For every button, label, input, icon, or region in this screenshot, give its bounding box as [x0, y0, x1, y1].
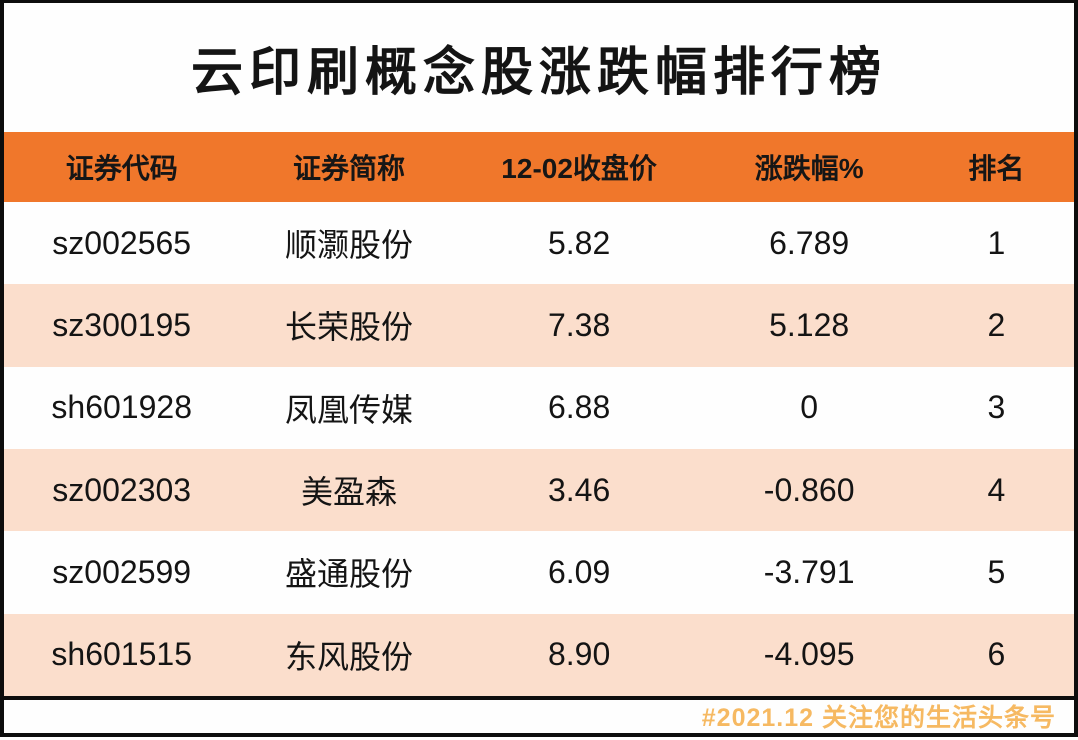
- cell-code: sz002599: [52, 553, 192, 590]
- cell-name: 凤凰传媒: [285, 391, 414, 428]
- cell-code: sz002303: [52, 471, 192, 508]
- cell-change: 0: [800, 389, 819, 426]
- cell-change: 5.128: [769, 306, 850, 343]
- footer-strip: #2021.12 关注您的生活头条号: [4, 695, 1074, 733]
- cell-rank: 3: [987, 389, 1006, 426]
- cell-close: 5.82: [547, 224, 611, 261]
- cell-close: 8.90: [547, 636, 611, 673]
- cell-rank: 2: [987, 306, 1006, 343]
- cell-rank: 4: [987, 471, 1006, 508]
- cell-code: sz300195: [52, 306, 192, 343]
- cell-name: 顺灏股份: [285, 227, 414, 264]
- cell-close: 6.88: [547, 389, 611, 426]
- cell-change: -3.791: [763, 553, 855, 590]
- page-title: 云印刷概念股涨跌幅排行榜: [190, 44, 887, 102]
- cell-code: sz002565: [52, 224, 192, 261]
- cell-change: 6.789: [769, 224, 850, 261]
- cell-close: 3.46: [547, 471, 611, 508]
- table-row: sh601928 凤凰传媒 6.88 0 3: [4, 366, 1074, 449]
- title-area: 云印刷概念股涨跌幅排行榜: [4, 3, 1074, 132]
- cell-name: 长荣股份: [285, 309, 414, 346]
- table-row: sz002599 盛通股份 6.09 -3.791 5: [4, 531, 1074, 614]
- cell-code: sh601515: [51, 636, 192, 673]
- table-row: sz002303 美盈森 3.46 -0.860 4: [4, 448, 1074, 532]
- cell-name: 盛通股份: [285, 556, 414, 593]
- cell-close: 6.09: [547, 553, 611, 590]
- cell-rank: 1: [987, 224, 1006, 261]
- cell-change: -4.095: [763, 636, 855, 673]
- watermark-text: #2021.12 关注您的生活头条号: [701, 704, 1056, 733]
- header-cell-change: 涨跌幅%: [754, 153, 864, 184]
- cell-code: sh601928: [51, 389, 192, 426]
- table-row: sz300195 长荣股份 7.38 5.128 2: [4, 284, 1074, 367]
- header-cell-code: 证券代码: [65, 153, 178, 184]
- cell-rank: 5: [987, 553, 1006, 590]
- header-cell-close: 12-02收盘价: [501, 153, 657, 184]
- header-cell-rank: 排名: [968, 153, 1025, 184]
- cell-close: 7.38: [547, 306, 611, 343]
- table-row: sz002565 顺灏股份 5.82 6.789 1: [4, 202, 1074, 285]
- cell-name: 东风股份: [285, 638, 414, 675]
- table-header-row: 证券代码 证券简称 12-02收盘价 涨跌幅% 排名: [4, 132, 1074, 202]
- cell-rank: 6: [987, 636, 1006, 673]
- cell-change: -0.860: [763, 471, 855, 508]
- header-cell-name: 证券简称: [293, 153, 406, 184]
- cell-name: 美盈森: [301, 474, 398, 511]
- table-row: sh601515 东风股份 8.90 -4.095 6: [4, 613, 1074, 696]
